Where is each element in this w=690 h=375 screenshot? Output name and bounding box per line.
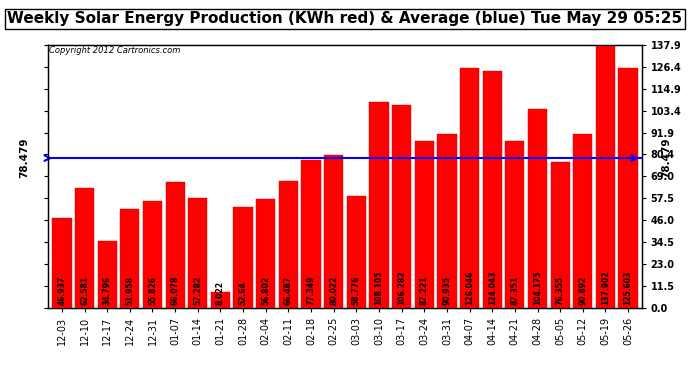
Bar bbox=[392, 105, 411, 308]
Bar bbox=[166, 182, 185, 308]
Bar bbox=[528, 109, 547, 307]
Text: 78.479: 78.479 bbox=[661, 138, 671, 178]
Text: 57.282: 57.282 bbox=[193, 275, 202, 304]
Bar bbox=[415, 141, 434, 308]
Text: 58.776: 58.776 bbox=[352, 275, 361, 304]
Bar bbox=[346, 196, 366, 308]
Bar bbox=[52, 218, 72, 308]
Text: 90.935: 90.935 bbox=[442, 276, 451, 304]
Text: 76.355: 76.355 bbox=[555, 276, 564, 304]
Text: Copyright 2012 Cartronics.com: Copyright 2012 Cartronics.com bbox=[50, 46, 181, 56]
Text: 137.902: 137.902 bbox=[601, 270, 610, 304]
Bar bbox=[618, 68, 638, 308]
Bar bbox=[482, 71, 502, 308]
Bar bbox=[97, 241, 117, 308]
Bar bbox=[256, 200, 275, 308]
Bar bbox=[460, 68, 479, 308]
Bar bbox=[279, 181, 298, 308]
Bar bbox=[369, 102, 388, 308]
Text: 52.64: 52.64 bbox=[239, 281, 248, 304]
Text: 106.282: 106.282 bbox=[397, 270, 406, 304]
Text: Weekly Solar Energy Production (KWh red) & Average (blue) Tue May 29 05:25: Weekly Solar Energy Production (KWh red)… bbox=[8, 11, 682, 26]
Text: 125.603: 125.603 bbox=[624, 270, 633, 304]
Bar bbox=[120, 209, 139, 308]
Bar bbox=[573, 135, 593, 308]
Bar bbox=[233, 207, 253, 308]
Text: 66.078: 66.078 bbox=[170, 275, 179, 304]
Text: 104.175: 104.175 bbox=[533, 270, 542, 304]
Text: 90.892: 90.892 bbox=[578, 275, 587, 304]
Text: 80.022: 80.022 bbox=[329, 275, 338, 304]
Text: 78.479: 78.479 bbox=[19, 138, 29, 178]
Text: 87.351: 87.351 bbox=[511, 275, 520, 304]
Text: 56.802: 56.802 bbox=[262, 276, 270, 304]
Text: 66.487: 66.487 bbox=[284, 275, 293, 304]
Text: 126.046: 126.046 bbox=[465, 270, 474, 304]
Text: 77.349: 77.349 bbox=[306, 275, 315, 304]
Text: 34.796: 34.796 bbox=[103, 275, 112, 304]
Bar bbox=[188, 198, 208, 308]
Text: 108.105: 108.105 bbox=[375, 270, 384, 304]
Bar bbox=[75, 188, 94, 308]
Text: 62.581: 62.581 bbox=[80, 276, 89, 304]
Bar bbox=[324, 155, 344, 308]
Bar bbox=[551, 162, 570, 308]
Text: 46.937: 46.937 bbox=[57, 275, 66, 304]
Text: 8.022: 8.022 bbox=[216, 280, 225, 304]
Bar bbox=[596, 45, 615, 308]
Text: 124.043: 124.043 bbox=[488, 270, 497, 304]
Text: 55.826: 55.826 bbox=[148, 276, 157, 304]
Bar bbox=[302, 160, 321, 308]
Bar bbox=[437, 134, 457, 308]
Text: 51.958: 51.958 bbox=[126, 276, 135, 304]
Bar bbox=[505, 141, 524, 308]
Bar bbox=[211, 292, 230, 308]
Text: 87.221: 87.221 bbox=[420, 275, 428, 304]
Bar bbox=[143, 201, 162, 308]
